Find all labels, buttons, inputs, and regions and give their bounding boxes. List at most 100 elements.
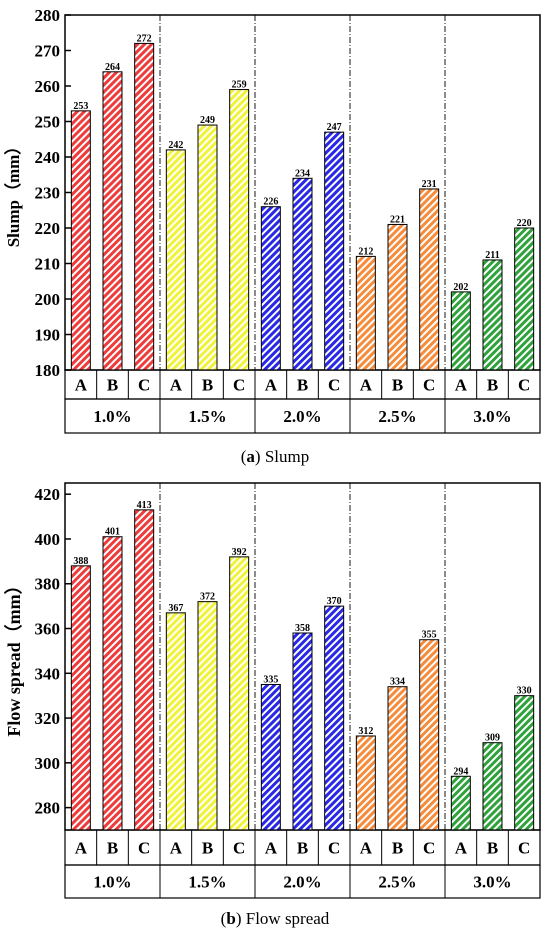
data-label: 231: [422, 179, 437, 190]
data-label: 401: [105, 527, 120, 538]
y-tick-label: 360: [35, 620, 61, 639]
data-label: 413: [137, 500, 152, 511]
category-label: C: [423, 376, 435, 395]
bar-hatch-2.0%-B: [292, 177, 313, 371]
bar-hatch-2.0%-C: [324, 605, 345, 831]
group-label: 2.5%: [378, 407, 416, 426]
group-label: 2.0%: [283, 407, 321, 426]
data-label: 202: [453, 282, 468, 293]
category-label: A: [455, 839, 468, 858]
caption-letter: b: [226, 909, 235, 928]
data-label: 367: [168, 603, 183, 614]
y-axis-label: Flow spread（mm）: [4, 576, 24, 736]
bar-hatch-3.0%-A: [450, 775, 471, 831]
category-label: A: [170, 839, 183, 858]
data-label: 221: [390, 214, 405, 225]
group-label: 3.0%: [473, 407, 511, 426]
y-tick-label: 400: [35, 530, 61, 549]
caption-open: (: [241, 447, 247, 466]
group-row: [64, 398, 541, 434]
data-label: 242: [168, 140, 183, 151]
data-label: 247: [327, 122, 342, 133]
category-label: B: [107, 376, 118, 395]
group-label: 3.0%: [473, 873, 511, 892]
caption-title: Slump: [261, 447, 310, 466]
bar-hatch-3.0%-B: [482, 259, 503, 371]
y-tick-label: 260: [35, 77, 61, 96]
category-label: A: [75, 376, 88, 395]
data-label: 211: [485, 250, 499, 261]
data-label: 355: [422, 630, 437, 641]
bar-hatch-3.0%-C: [514, 227, 535, 371]
bar-hatch-1.5%-C: [229, 556, 250, 831]
category-label: B: [297, 839, 308, 858]
category-label: B: [487, 376, 498, 395]
caption-close: ): [236, 909, 242, 928]
category-label: B: [392, 839, 403, 858]
data-label: 253: [73, 101, 88, 112]
flow-spread-chart: 280 300 320 340 360 380 400 420 Flow spread（mm） 3…: [4, 482, 541, 928]
group-label: 1.5%: [188, 407, 226, 426]
bar-hatch-2.5%-A: [355, 735, 376, 831]
bar-hatch-1.0%-B: [102, 536, 123, 831]
data-label: 294: [453, 766, 468, 777]
caption-title: Flow spread: [241, 909, 329, 928]
y-tick-label: 240: [35, 148, 61, 167]
data-label: 334: [390, 677, 405, 688]
category-label: C: [233, 839, 245, 858]
slump-chart: 180 190 200 210 220 230 240 250 260 270 280 Slump（m…: [3, 6, 541, 466]
y-tick-label: 200: [35, 290, 61, 309]
category-label: C: [328, 376, 340, 395]
y-axis-label: Slump（mm）: [3, 138, 23, 248]
category-label: C: [328, 839, 340, 858]
data-label: 212: [358, 246, 373, 257]
y-tick-label: 280: [35, 799, 61, 818]
category-label: B: [487, 839, 498, 858]
y-tick-label: 250: [35, 113, 61, 132]
data-label: 272: [137, 33, 152, 44]
bar-hatch-3.0%-A: [450, 291, 471, 371]
y-tick-label: 340: [35, 664, 61, 683]
category-label: C: [518, 839, 530, 858]
group-row: [64, 864, 541, 899]
y-tick-label: 280: [35, 6, 61, 25]
data-label: 335: [263, 674, 278, 685]
category-label: C: [423, 839, 435, 858]
caption-letter: a: [246, 447, 255, 466]
category-label: B: [202, 376, 213, 395]
group-label: 1.5%: [188, 873, 226, 892]
category-label: A: [455, 376, 468, 395]
bar-hatch-1.5%-B: [197, 124, 218, 371]
bar-hatch-2.0%-B: [292, 632, 313, 831]
group-label: 2.5%: [378, 873, 416, 892]
data-label: 259: [232, 80, 247, 91]
bar-hatch-2.5%-A: [355, 255, 376, 371]
bar-hatch-2.5%-B: [387, 686, 408, 831]
y-tick-label: 380: [35, 575, 61, 594]
bar-hatch-3.0%-B: [482, 742, 503, 831]
data-label: 264: [105, 62, 120, 73]
category-label: C: [518, 376, 530, 395]
y-tick-label: 180: [35, 361, 61, 380]
data-label: 312: [358, 726, 373, 737]
data-label: 249: [200, 115, 215, 126]
category-label: B: [297, 376, 308, 395]
caption-close: ): [255, 447, 261, 466]
data-label: 234: [295, 168, 310, 179]
bar-hatch-1.0%-A: [70, 110, 91, 371]
data-label: 330: [517, 686, 532, 697]
data-label: 309: [485, 733, 500, 744]
category-label: C: [138, 839, 150, 858]
category-label: C: [138, 376, 150, 395]
bar-hatch-2.5%-C: [419, 188, 440, 371]
category-label: A: [360, 839, 373, 858]
y-tick-label: 420: [35, 485, 61, 504]
data-label: 226: [263, 197, 278, 208]
bar-hatch-1.0%-B: [102, 71, 123, 371]
bar-hatch-1.0%-C: [134, 509, 155, 831]
data-label: 370: [327, 596, 342, 607]
caption-open: (: [221, 909, 227, 928]
y-tick-label: 210: [35, 255, 61, 274]
data-label: 388: [73, 556, 88, 567]
